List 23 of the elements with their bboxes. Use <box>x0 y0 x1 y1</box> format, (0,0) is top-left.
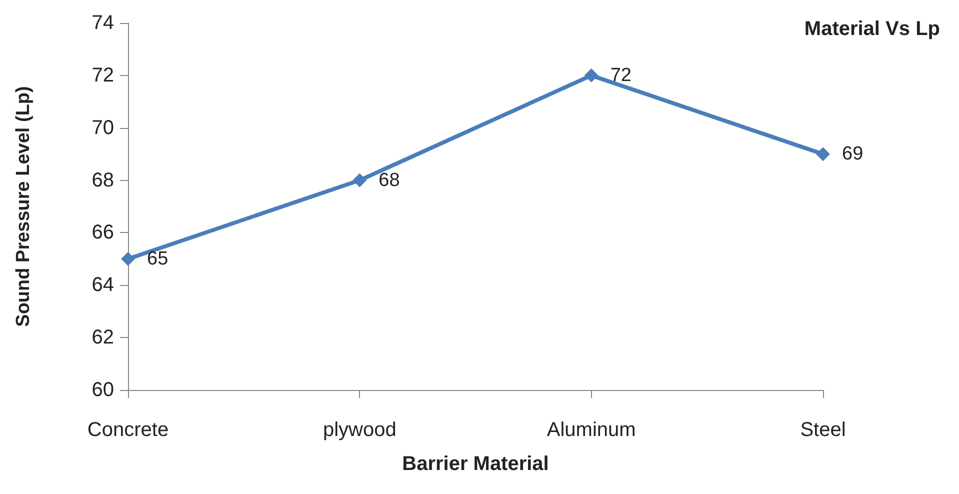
y-tick-label: 72 <box>92 64 114 86</box>
y-tick-label: 60 <box>92 379 114 401</box>
data-label: 68 <box>378 170 400 191</box>
x-tick-label: Steel <box>800 419 846 441</box>
data-label: 72 <box>610 64 632 86</box>
data-label: 69 <box>842 144 864 165</box>
y-tick-label: 68 <box>92 169 114 192</box>
y-axis-title: Sound Pressure Level (Lp) <box>13 86 34 327</box>
y-tick-label: 70 <box>92 116 114 139</box>
point <box>584 68 598 82</box>
y-tick-label: 66 <box>92 222 114 244</box>
x-axis-title: Barrier Material <box>402 453 549 475</box>
x-tick-label: plywood <box>322 419 396 441</box>
x-tick-label: Aluminum <box>546 419 636 441</box>
y-tick-label: 62 <box>92 326 114 349</box>
point <box>121 252 135 266</box>
y-tick-label: 74 <box>92 12 114 34</box>
point <box>816 147 830 162</box>
data-label: 65 <box>147 248 168 270</box>
text: Material Vs Lp <box>804 18 940 40</box>
point <box>352 173 367 188</box>
y-tick-label: 64 <box>92 274 114 296</box>
x-tick-label: Concrete <box>87 419 169 441</box>
